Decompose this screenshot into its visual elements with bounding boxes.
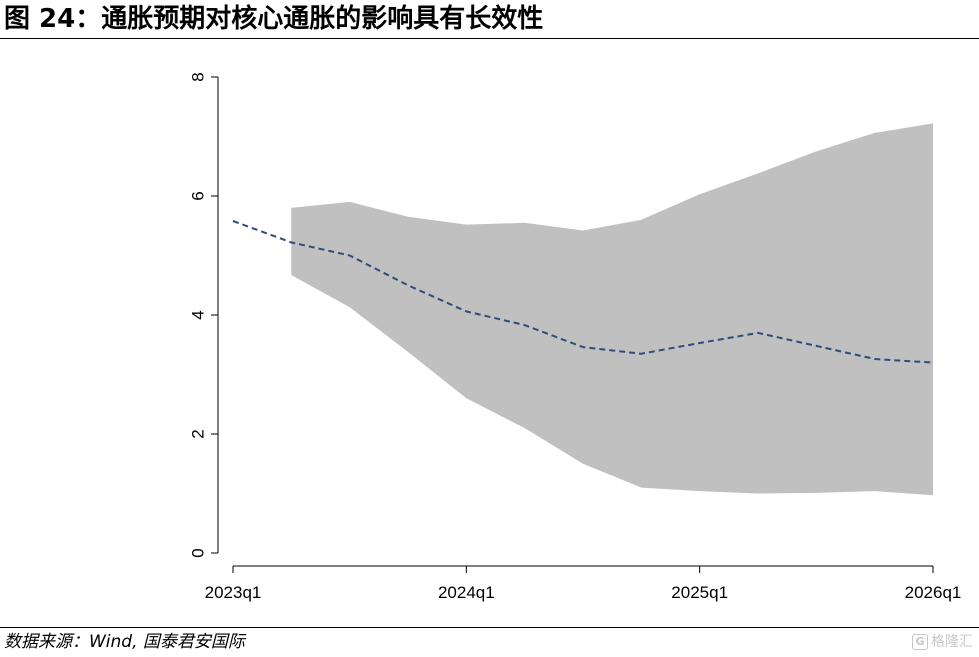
confidence-band <box>291 123 933 496</box>
y-tick-label: 0 <box>189 548 208 557</box>
y-tick-label: 4 <box>189 310 208 319</box>
confidence-band-layer <box>291 123 933 496</box>
x-tick-label: 2026q1 <box>905 583 962 602</box>
footer-divider <box>0 627 979 628</box>
y-tick-label: 6 <box>189 191 208 200</box>
chart: 0 2 4 6 8 2023q1 2024q1 2025q1 2026q1 <box>189 72 962 602</box>
median-forecast-line <box>232 220 934 364</box>
axes-layer: 0 2 4 6 8 2023q1 2024q1 2025q1 2026q1 <box>189 72 962 602</box>
x-tick-label: 2023q1 <box>205 583 262 602</box>
median-line-layer <box>232 220 934 364</box>
watermark-logo-icon: G <box>912 634 928 650</box>
y-tick-label: 2 <box>189 429 208 438</box>
x-tick-label: 2025q1 <box>671 583 728 602</box>
y-tick-label: 8 <box>189 72 208 81</box>
source-note: 数据来源：Wind, 国泰君安国际 <box>4 632 245 652</box>
title-divider <box>0 38 979 39</box>
watermark-text: 格隆汇 <box>931 634 973 650</box>
watermark: G 格隆汇 <box>912 632 973 652</box>
figure-title: 图 24：通胀预期对核心通胀的影响具有长效性 <box>4 4 544 34</box>
x-tick-label: 2024q1 <box>438 583 495 602</box>
